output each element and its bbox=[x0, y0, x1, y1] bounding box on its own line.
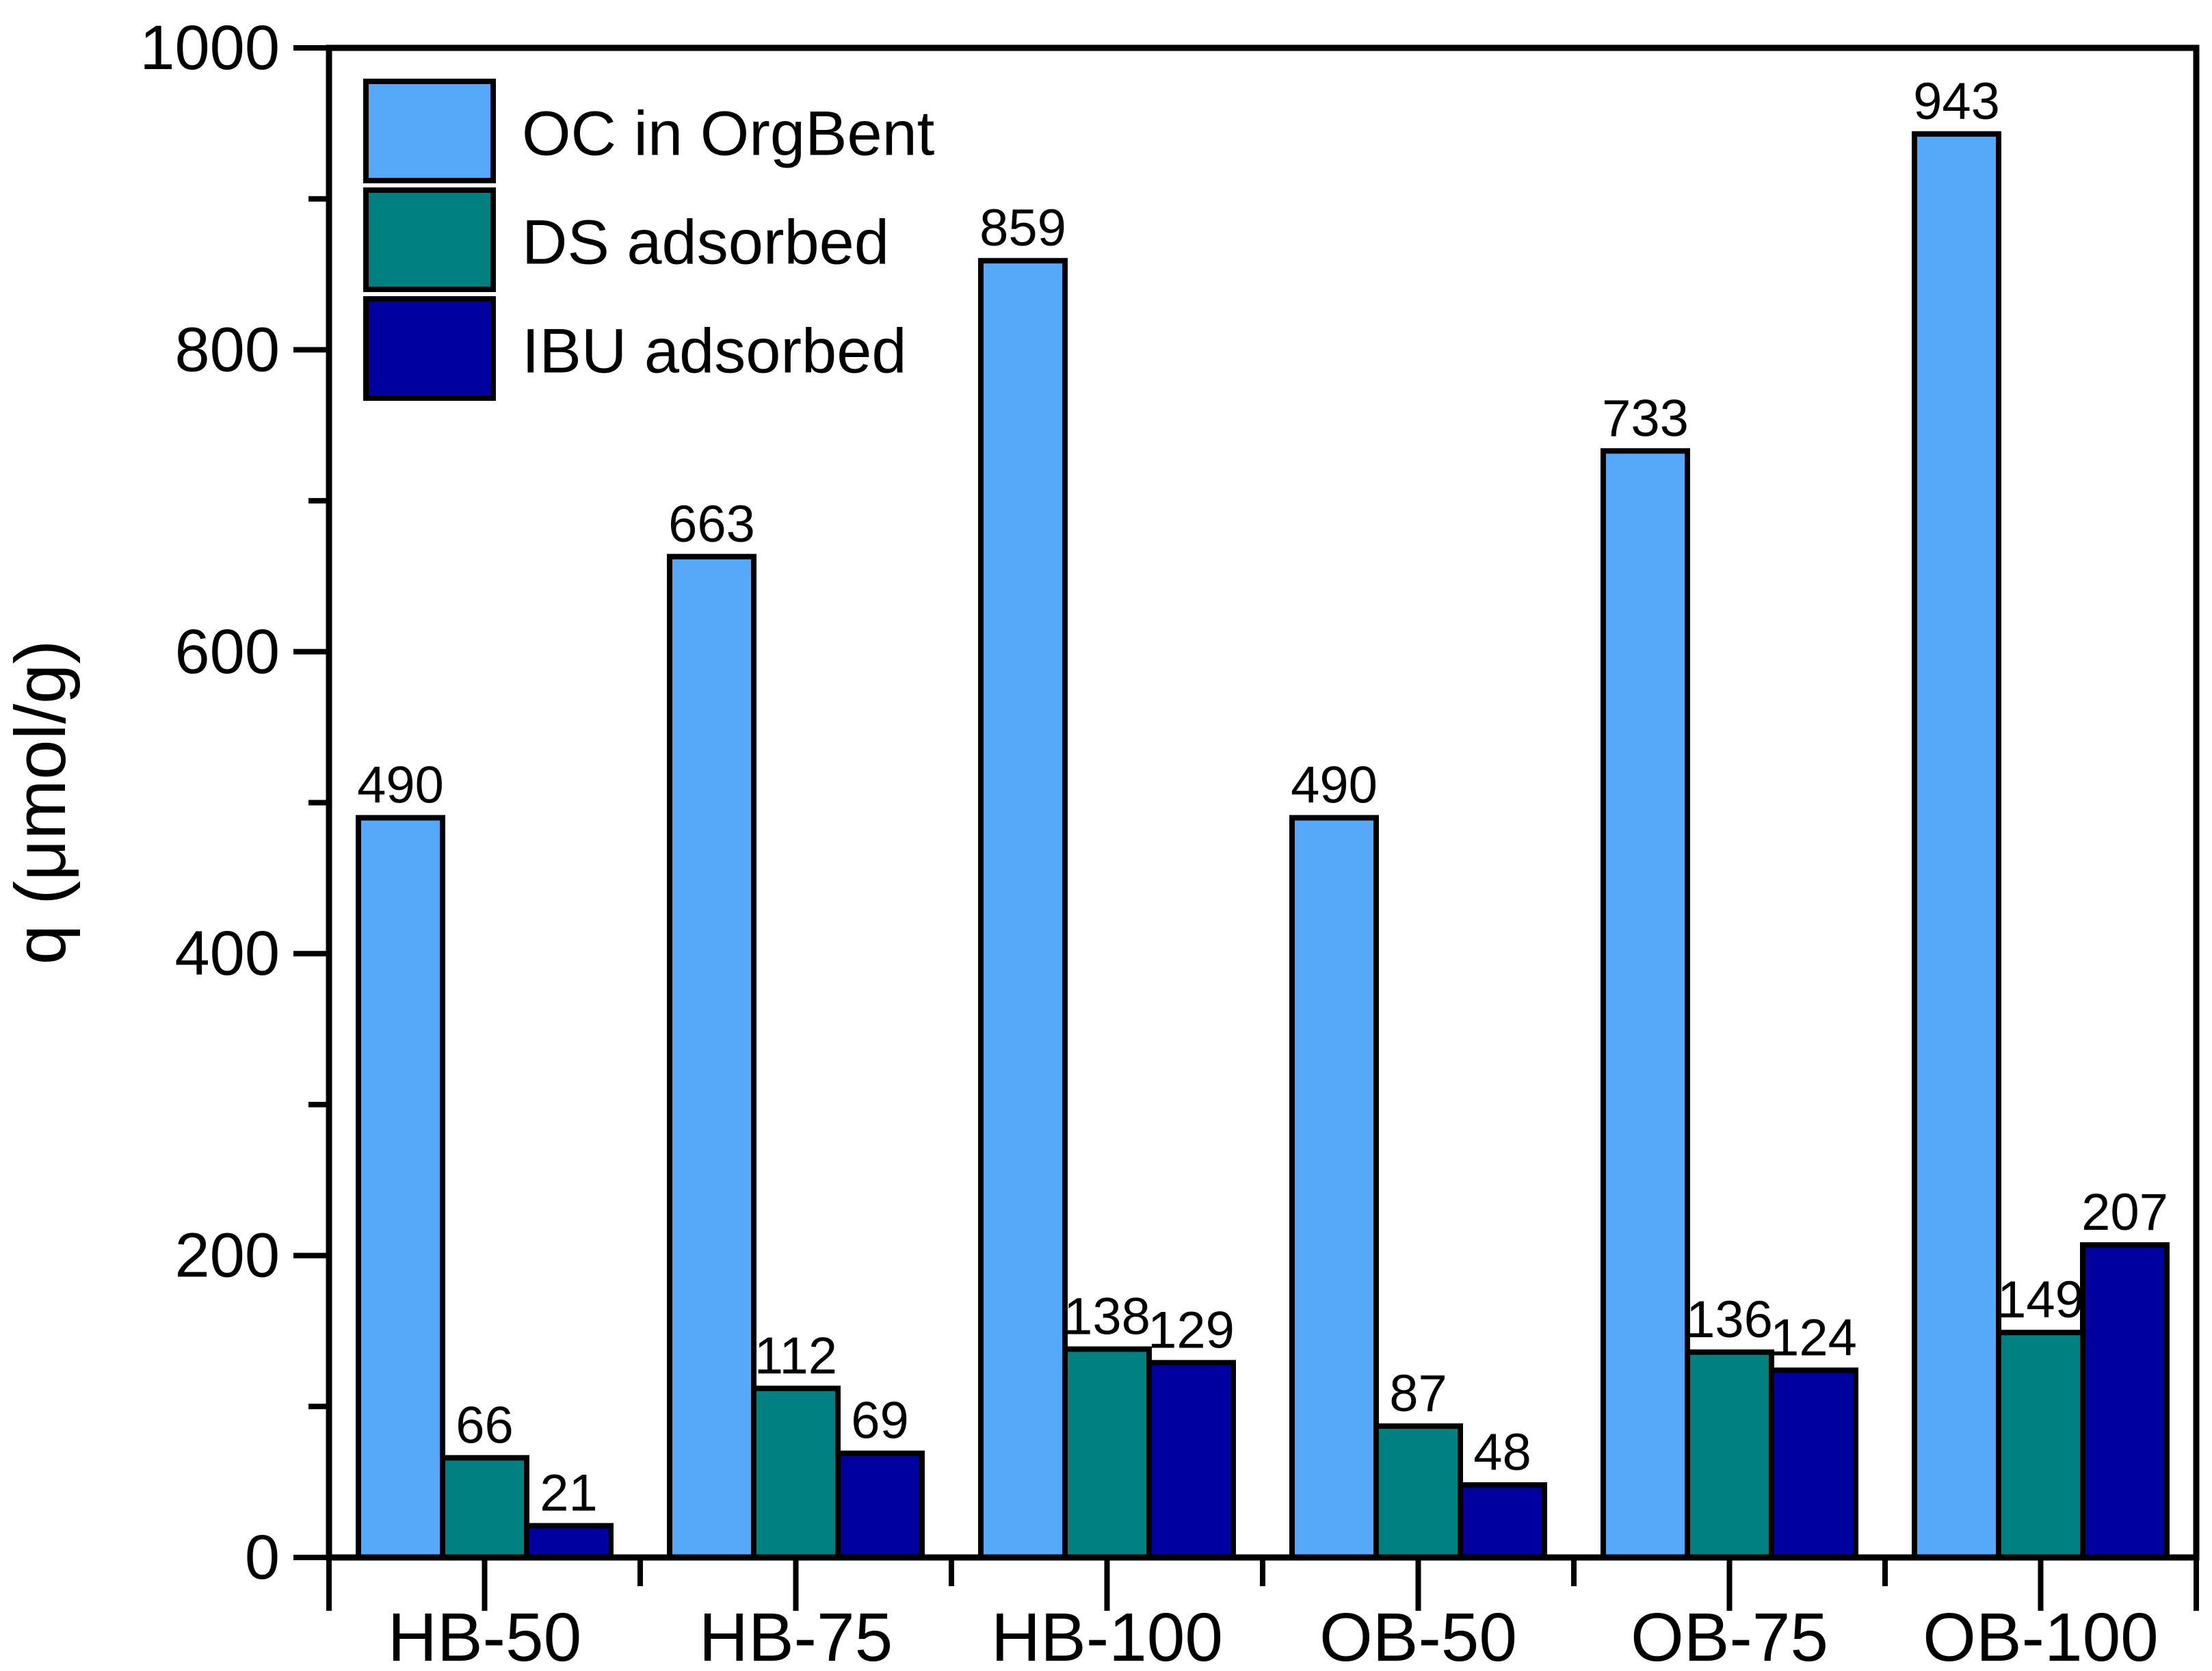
bar-oc-in-orgbent-hb-50 bbox=[356, 815, 445, 1560]
x-category-label: OB-100 bbox=[1923, 1599, 2159, 1671]
bar-oc-in-orgbent-ob-100 bbox=[1912, 131, 2001, 1560]
bar-value-label: 124 bbox=[1770, 1308, 1857, 1367]
y-tick-label: 600 bbox=[175, 617, 280, 687]
bar-value-label: 490 bbox=[357, 756, 444, 815]
bar-value-label: 87 bbox=[1389, 1365, 1447, 1423]
bar-value-label: 48 bbox=[1473, 1423, 1531, 1482]
bar-value-label: 138 bbox=[1064, 1287, 1150, 1345]
y-tick-label: 800 bbox=[175, 315, 280, 384]
bar-value-label: 733 bbox=[1602, 389, 1689, 447]
y-axis-title: q (μmol/g) bbox=[1, 640, 81, 965]
y-tick-label: 1000 bbox=[140, 13, 280, 83]
bar-oc-in-orgbent-hb-100 bbox=[978, 258, 1068, 1560]
bar-ibu-adsorbed-ob-75 bbox=[1769, 1367, 1858, 1561]
legend-swatch bbox=[363, 79, 496, 183]
bar-value-label: 663 bbox=[668, 495, 755, 553]
bar-ds-adsorbed-ob-75 bbox=[1685, 1349, 1774, 1561]
bar-ibu-adsorbed-hb-100 bbox=[1146, 1360, 1236, 1560]
bar-ibu-adsorbed-ob-50 bbox=[1458, 1482, 1547, 1560]
x-category-label: HB-75 bbox=[699, 1599, 893, 1671]
bar-value-label: 66 bbox=[456, 1396, 514, 1454]
x-category-label: HB-100 bbox=[991, 1599, 1223, 1671]
bar-value-label: 859 bbox=[979, 199, 1066, 257]
bar-value-label: 129 bbox=[1148, 1301, 1235, 1359]
bar-ibu-adsorbed-ob-100 bbox=[2080, 1242, 2170, 1560]
bar-value-label: 149 bbox=[1997, 1271, 2084, 1329]
bar-value-label: 943 bbox=[1913, 73, 2000, 131]
y-tick-label: 400 bbox=[175, 919, 280, 988]
legend-swatch bbox=[363, 296, 496, 401]
legend-label: IBU adsorbed bbox=[522, 317, 907, 386]
bar-value-label: 490 bbox=[1291, 756, 1378, 815]
bar-value-label: 21 bbox=[540, 1464, 598, 1523]
bar-value-label: 136 bbox=[1686, 1291, 1773, 1349]
legend-label: OC in OrgBent bbox=[522, 99, 934, 169]
bar-value-label: 207 bbox=[2081, 1183, 2168, 1241]
bar-value-label: 112 bbox=[754, 1327, 837, 1385]
bar-oc-in-orgbent-ob-50 bbox=[1289, 815, 1379, 1560]
y-tick-label: 200 bbox=[175, 1221, 280, 1291]
bar-oc-in-orgbent-ob-75 bbox=[1601, 448, 1690, 1560]
bar-ds-adsorbed-ob-50 bbox=[1373, 1423, 1463, 1560]
x-category-label: OB-50 bbox=[1319, 1599, 1517, 1671]
x-category-label: OB-75 bbox=[1631, 1599, 1828, 1671]
x-category-label: HB-50 bbox=[388, 1599, 581, 1671]
bar-ds-adsorbed-ob-100 bbox=[1996, 1330, 2085, 1560]
y-tick-label: 0 bbox=[245, 1523, 280, 1592]
bar-ibu-adsorbed-hb-50 bbox=[524, 1523, 614, 1561]
bar-ds-adsorbed-hb-75 bbox=[751, 1385, 841, 1561]
bar-ds-adsorbed-hb-50 bbox=[440, 1455, 529, 1560]
bar-ibu-adsorbed-hb-75 bbox=[835, 1450, 925, 1561]
plot-border bbox=[326, 44, 2200, 1561]
bar-ds-adsorbed-hb-100 bbox=[1062, 1346, 1152, 1560]
bar-value-label: 69 bbox=[851, 1392, 909, 1450]
bar-oc-in-orgbent-hb-75 bbox=[667, 553, 756, 1560]
legend-label: DS adsorbed bbox=[522, 208, 889, 278]
legend-swatch bbox=[363, 187, 496, 292]
